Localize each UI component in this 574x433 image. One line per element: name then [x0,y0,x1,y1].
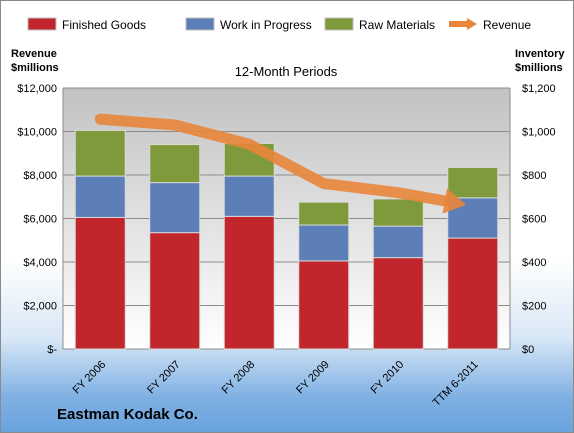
bar-work-in-progress [223,175,275,217]
left-tick-label: $- [47,344,57,356]
legend-label: Finished Goods [62,18,146,32]
left-tick-label: $12,000 [17,83,57,95]
bar-work-in-progress [372,225,424,259]
revenue-line-group [94,113,467,214]
left-tick-label: $10,000 [17,127,57,139]
right-axis-title-line1: Inventory [515,48,565,60]
company-name: Eastman Kodak Co. [57,406,198,423]
legend-label: Work in Progress [220,18,312,32]
left-axis-ticks: $- $2,000 $4,000 $6,000 $8,000 $10,000 $12,000 [17,83,57,356]
bar-finished-goods [223,215,275,350]
left-tick-label: $8,000 [23,170,57,182]
legend-label: Revenue [483,18,531,32]
x-axis-ticks: FY 2006 FY 2007 FY 2008 FY 2009 FY 2010 TTM 6… [71,359,481,409]
x-tick-label: FY 2008 [220,359,258,397]
bar-raw-materials [372,198,424,227]
bars-group [74,129,499,350]
x-tick-label: FY 2009 [294,359,332,397]
left-axis-title-line2: $millions [11,62,59,74]
bar-finished-goods [298,260,350,350]
bar-finished-goods [74,216,126,350]
x-tick-label: FY 2010 [369,359,407,397]
bar-finished-goods [149,232,201,350]
bar-finished-goods [447,237,499,350]
right-tick-label: $200 [522,301,546,313]
left-tick-label: $4,000 [23,257,57,269]
bar-finished-goods [372,257,424,350]
legend: Finished Goods Work in Progress Raw Materi… [27,17,531,32]
legend-swatch-raw-materials [324,17,354,31]
bar-work-in-progress [74,175,126,218]
bar-raw-materials [298,201,350,226]
right-tick-label: $600 [522,214,546,226]
bar-work-in-progress [447,197,499,239]
bar-raw-materials [447,166,499,199]
left-tick-label: $2,000 [23,301,57,313]
legend-label: Raw Materials [359,18,435,32]
x-tick-label: FY 2007 [145,359,183,397]
right-tick-label: $800 [522,170,546,182]
right-axis-title-line2: $millions [515,62,563,74]
x-tick-label: TTM 6-2011 [431,359,481,409]
bar-work-in-progress [298,224,350,262]
bar-raw-materials [74,129,126,177]
right-tick-label: $1,200 [522,83,556,95]
revenue-line [94,113,451,207]
right-axis-ticks: $0 $200 $400 $600 $800 $1,000 $1,200 [522,83,556,356]
right-tick-label: $0 [522,344,534,356]
right-tick-label: $1,000 [522,127,556,139]
revenue-arrowhead [442,188,467,214]
gridlines [62,87,511,350]
right-tick-label: $400 [522,257,546,269]
left-tick-label: $6,000 [23,214,57,226]
chart-title: 12-Month Periods [235,64,338,79]
legend-swatch-finished-goods [27,17,57,31]
bar-work-in-progress [149,182,201,234]
legend-arrow-revenue [467,18,477,30]
x-tick-label: FY 2006 [71,359,109,397]
bar-raw-materials [149,144,201,184]
left-axis-title-line1: Revenue [11,48,57,60]
legend-swatch-work-in-progress [185,17,215,31]
